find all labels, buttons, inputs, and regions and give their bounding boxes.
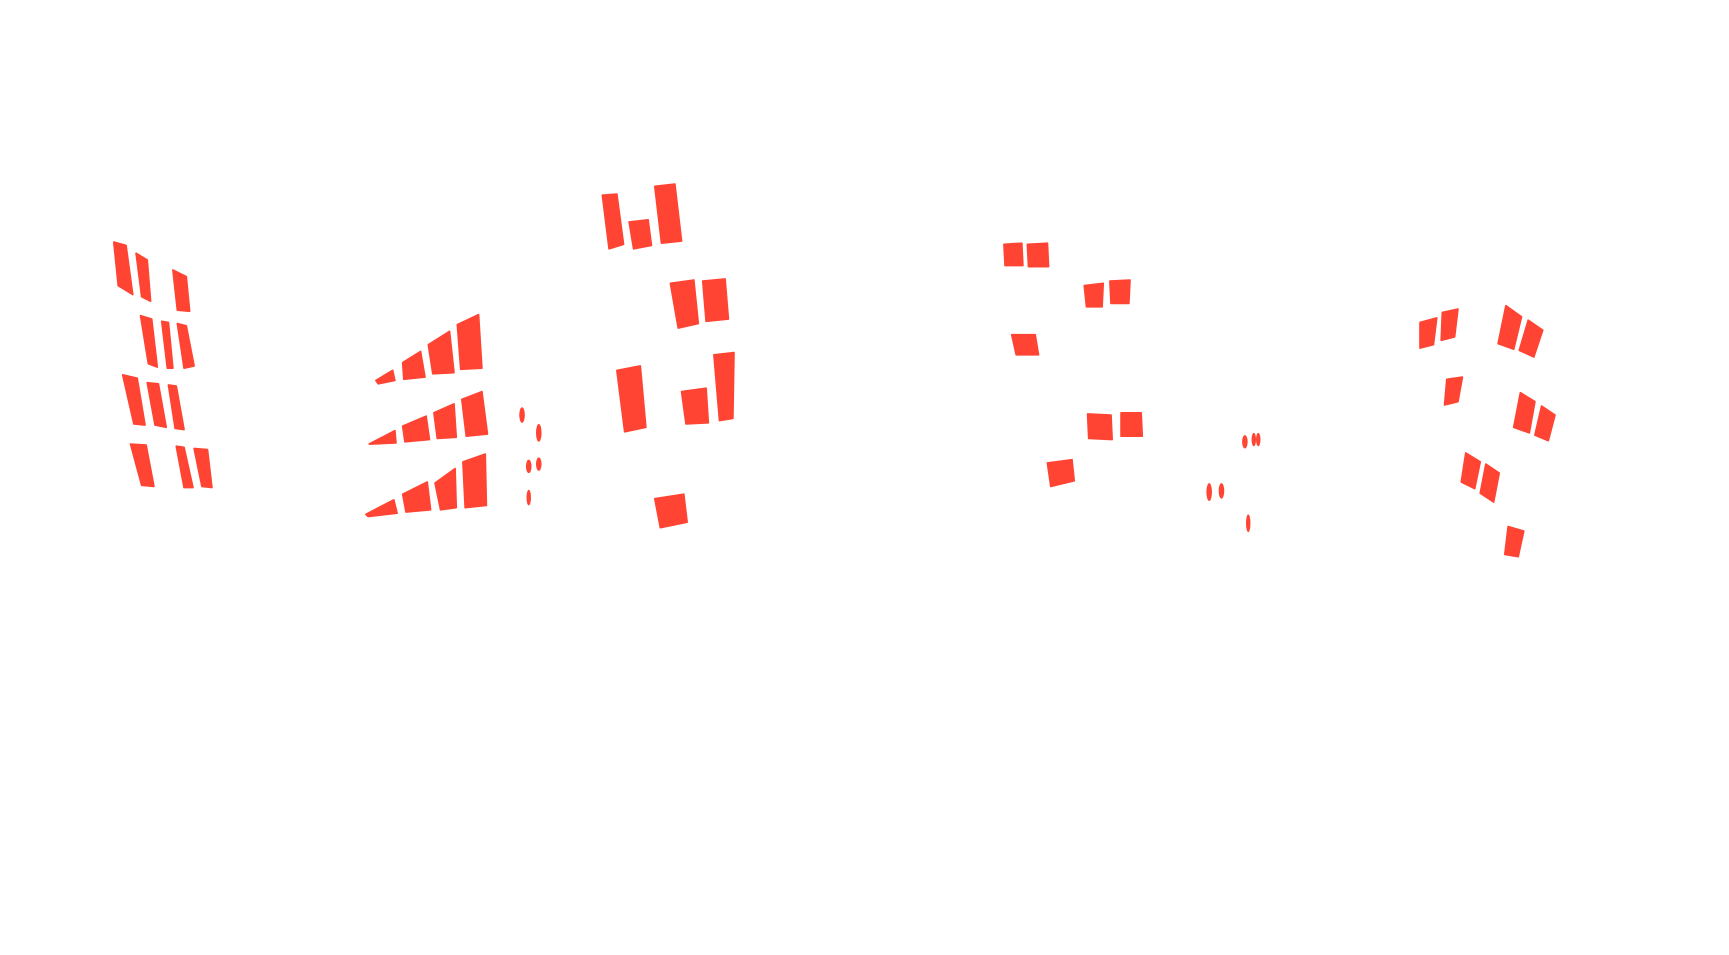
window-cluster-right bbox=[1419, 304, 1556, 558]
window-mask bbox=[368, 429, 397, 445]
window-mask bbox=[139, 314, 159, 368]
window-mask-small bbox=[535, 457, 542, 471]
window-mask bbox=[1534, 405, 1556, 442]
window-mask bbox=[1120, 411, 1144, 438]
window-mask-small bbox=[1251, 432, 1257, 447]
window-mask bbox=[1026, 242, 1050, 268]
window-mask bbox=[172, 269, 191, 313]
window-cluster-center-right bbox=[1003, 242, 1261, 533]
window-mask bbox=[434, 467, 458, 511]
window-mask bbox=[1443, 376, 1464, 406]
window-mask bbox=[713, 351, 735, 422]
window-mask-small bbox=[1206, 483, 1212, 501]
window-mask bbox=[1460, 452, 1482, 490]
window-mask-small bbox=[526, 489, 531, 506]
window-mask bbox=[1440, 308, 1459, 342]
window-mask bbox=[1479, 463, 1501, 503]
window-mask bbox=[701, 278, 730, 323]
window-mask bbox=[680, 387, 710, 425]
window-mask bbox=[193, 447, 213, 489]
window-mask bbox=[1086, 413, 1113, 441]
window-mask bbox=[1083, 282, 1105, 308]
window-mask bbox=[401, 415, 431, 443]
window-mask bbox=[375, 369, 396, 385]
window-mask bbox=[669, 279, 700, 329]
window-mask bbox=[1497, 304, 1523, 351]
window-mask-small bbox=[519, 407, 525, 423]
window-cluster-far-left bbox=[112, 241, 213, 489]
window-mask bbox=[1010, 333, 1040, 356]
window-mask bbox=[401, 481, 432, 513]
window-mask bbox=[653, 493, 688, 529]
window-cluster-center-left bbox=[601, 183, 735, 529]
window-mask bbox=[401, 350, 426, 381]
window-mask bbox=[1512, 391, 1536, 434]
window-mask bbox=[160, 320, 174, 370]
window-mask bbox=[175, 445, 194, 489]
window-cluster-left bbox=[365, 313, 542, 518]
window-mask bbox=[433, 403, 458, 440]
window-mask bbox=[121, 374, 146, 426]
window-mask bbox=[462, 453, 488, 509]
window-mask-small bbox=[525, 459, 532, 474]
window-mask-small bbox=[535, 423, 542, 442]
window-mask-small bbox=[1218, 483, 1225, 499]
window-mask bbox=[135, 252, 152, 303]
window-mask bbox=[601, 193, 625, 250]
window-mask bbox=[1518, 319, 1544, 358]
window-mask-small bbox=[1242, 435, 1248, 449]
window-mask bbox=[1419, 317, 1438, 349]
window-mask bbox=[167, 384, 185, 431]
window-mask bbox=[129, 443, 155, 488]
window-mask bbox=[653, 183, 683, 245]
window-mask bbox=[1503, 525, 1525, 558]
window-mask bbox=[1109, 279, 1131, 305]
window-mask bbox=[112, 241, 134, 296]
window-mask-small bbox=[1256, 432, 1261, 447]
window-mask-small bbox=[1245, 514, 1251, 533]
window-mask bbox=[365, 498, 398, 518]
window-mask bbox=[616, 365, 647, 433]
window-mask bbox=[146, 381, 168, 429]
window-mask bbox=[460, 390, 489, 438]
window-mask bbox=[176, 322, 195, 370]
window-mask bbox=[427, 330, 455, 375]
window-mask bbox=[1003, 242, 1024, 267]
window-mask bbox=[1046, 458, 1076, 488]
window-mask bbox=[628, 218, 653, 250]
window-mask bbox=[456, 313, 483, 371]
